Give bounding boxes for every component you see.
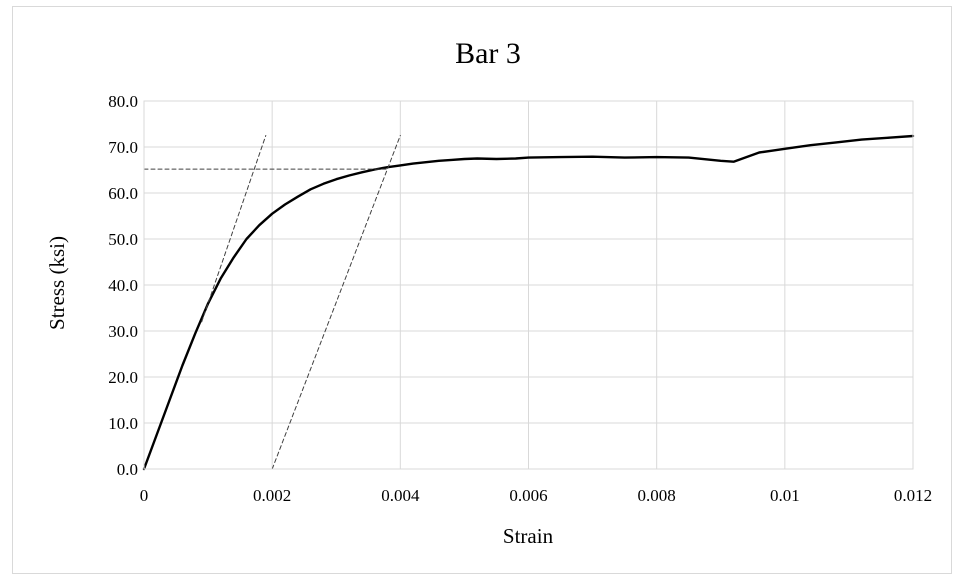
y-axis-title: Stress (ksi) (45, 236, 69, 330)
plot-area-border (143, 100, 914, 470)
y-tick-label: 20.0 (108, 368, 138, 387)
x-tick-label: 0 (140, 486, 149, 505)
y-tick-label: 0.0 (117, 460, 138, 479)
y-tick-label: 40.0 (108, 276, 138, 295)
x-axis-title: Strain (503, 524, 554, 548)
y-tick-label: 30.0 (108, 322, 138, 341)
y-tick-label: 50.0 (108, 230, 138, 249)
y-tick-label: 70.0 (108, 138, 138, 157)
x-tick-label: 0.002 (253, 486, 291, 505)
y-tick-label: 10.0 (108, 414, 138, 433)
x-tick-label: 0.004 (381, 486, 420, 505)
x-tick-label: 0.006 (509, 486, 547, 505)
chart-title: Bar 3 (455, 37, 521, 70)
series-layer (142, 134, 915, 471)
grid-lines (143, 100, 914, 470)
x-tick-label: 0.012 (894, 486, 932, 505)
stress-strain-curve (142, 134, 915, 471)
chart-frame: Bar 3 Strain Stress (ksi) 0 0.002 0.004 0.0… (12, 6, 952, 574)
x-tick-labels: 0 0.002 0.004 0.006 0.008 0.01 0.012 (140, 486, 932, 505)
x-tick-label: 0.01 (770, 486, 800, 505)
stress-strain-chart: Bar 3 Strain Stress (ksi) 0 0.002 0.004 0.0… (45, 37, 932, 548)
reference-dashed-line (201, 135, 267, 323)
x-tick-label: 0.008 (638, 486, 676, 505)
y-tick-label: 80.0 (108, 92, 138, 111)
reference-dashed-line (271, 135, 401, 470)
y-tick-label: 60.0 (108, 184, 138, 203)
y-tick-labels: 0.0 10.0 20.0 30.0 40.0 50.0 60.0 70.0 80.0 (108, 92, 138, 479)
